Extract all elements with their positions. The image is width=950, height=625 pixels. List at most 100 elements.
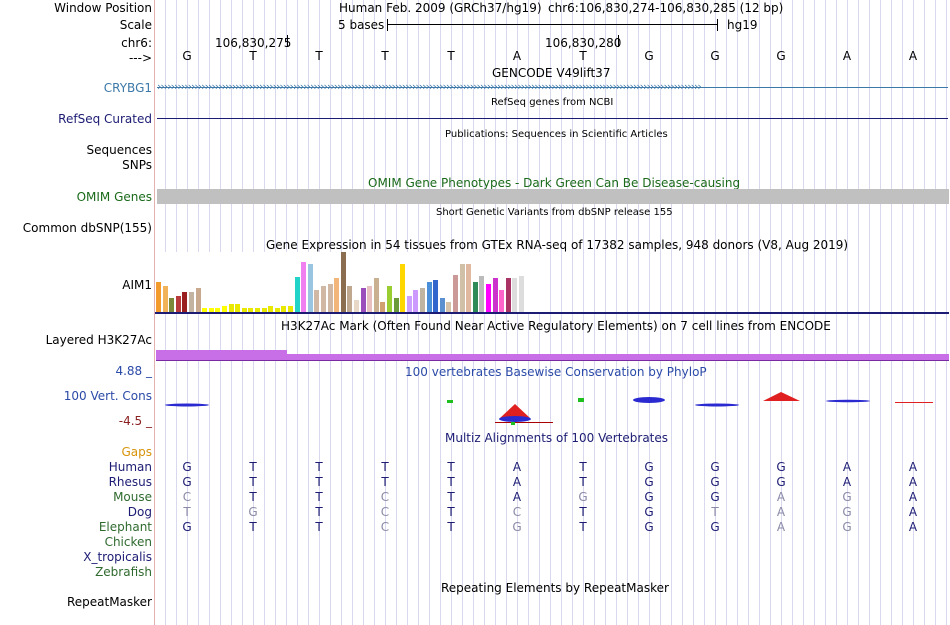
alignment-base: C xyxy=(182,490,192,504)
gtex-tissue-bar[interactable] xyxy=(321,286,326,312)
alignment-base: G xyxy=(644,505,654,519)
gtex-tissue-bar[interactable] xyxy=(208,308,214,312)
scale-bar xyxy=(387,24,718,25)
alignment-base: G xyxy=(842,520,852,534)
gtex-tissue-bar[interactable] xyxy=(393,298,399,312)
repeatmasker-label[interactable]: RepeatMasker xyxy=(66,595,152,609)
gtex-tissue-bar[interactable] xyxy=(268,306,274,312)
reference-base: G xyxy=(776,49,786,63)
omim-label[interactable]: OMIM Genes xyxy=(76,190,152,204)
species-label[interactable]: Rhesus xyxy=(108,475,152,489)
alignment-base: T xyxy=(381,460,389,474)
gtex-tissue-bar[interactable] xyxy=(472,282,478,312)
gtex-tissue-bar[interactable] xyxy=(413,290,419,312)
gtex-tissue-bar[interactable] xyxy=(222,306,227,312)
gtex-tissue-bar[interactable] xyxy=(195,288,201,312)
gtex-tissue-bar[interactable] xyxy=(261,308,267,312)
repeatmasker-track-title: Repeating Elements by RepeatMasker xyxy=(441,581,669,595)
species-label[interactable]: Chicken xyxy=(104,535,152,549)
gtex-tissue-bar[interactable] xyxy=(156,282,161,312)
gtex-tissue-bar[interactable] xyxy=(486,284,491,312)
gtex-tissue-bar[interactable] xyxy=(235,304,241,312)
gtex-tissue-bar[interactable] xyxy=(327,284,333,312)
gtex-tissue-bar[interactable] xyxy=(255,308,260,312)
species-label[interactable]: Dog xyxy=(127,505,152,519)
gtex-tissue-bar[interactable] xyxy=(175,296,181,312)
alignment-base: A xyxy=(776,505,786,519)
alignment-base: T xyxy=(447,520,455,534)
alignment-base: A xyxy=(512,490,522,504)
reference-base: T xyxy=(249,49,257,63)
gtex-tissue-bar[interactable] xyxy=(340,252,346,312)
gtex-tissue-bar[interactable] xyxy=(169,298,175,312)
gtex-tissue-bar[interactable] xyxy=(499,290,505,312)
gtex-tissue-bar[interactable] xyxy=(373,278,379,312)
species-label[interactable]: Elephant xyxy=(98,520,152,534)
coord-2: 106,830,280 xyxy=(545,36,622,50)
gtex-tissue-bar[interactable] xyxy=(248,308,254,312)
alignment-base: G xyxy=(182,475,192,489)
gtex-tissue-bar[interactable] xyxy=(512,278,518,312)
gtex-tissue-bar[interactable] xyxy=(281,306,287,312)
gtex-tissue-bar[interactable] xyxy=(202,308,208,312)
gtex-tissue-bar[interactable] xyxy=(334,278,340,312)
gtex-tissue-bar[interactable] xyxy=(189,292,194,312)
refseq-track-title: RefSeq genes from NCBI xyxy=(491,97,614,108)
reference-base: G xyxy=(710,49,720,63)
gtex-tissue-bar[interactable] xyxy=(433,280,439,312)
gtex-tissue-bar[interactable] xyxy=(241,308,247,312)
gtex-tissue-bar[interactable] xyxy=(314,290,320,312)
gtex-tissue-bar[interactable] xyxy=(519,276,524,312)
gtex-tissue-bar[interactable] xyxy=(459,264,465,312)
gtex-tissue-bar[interactable] xyxy=(387,286,392,312)
alignment-base: G xyxy=(842,505,852,519)
species-label[interactable]: Human xyxy=(108,460,152,474)
gencode-gene-label[interactable]: CRYBG1 xyxy=(103,81,152,95)
gtex-tissue-bar[interactable] xyxy=(453,275,458,312)
alignment-base: A xyxy=(908,490,918,504)
gtex-tissue-bar[interactable] xyxy=(274,308,280,312)
refseq-label[interactable]: RefSeq Curated xyxy=(58,112,152,126)
gtex-tissue-bar[interactable] xyxy=(439,298,445,312)
gtex-tissue-bar[interactable] xyxy=(294,277,300,312)
phylop-label[interactable]: 100 Vert. Cons xyxy=(63,389,152,403)
gtex-tissue-bar[interactable] xyxy=(505,278,511,312)
gtex-tissue-bar[interactable] xyxy=(228,304,234,312)
gtex-tissue-bar[interactable] xyxy=(354,300,359,312)
species-label[interactable]: Zebrafish xyxy=(95,565,152,579)
gtex-baseline xyxy=(155,312,949,314)
reference-base: T xyxy=(381,49,389,63)
omim-gene-bar[interactable] xyxy=(157,189,949,204)
species-label[interactable]: X_tropicalis xyxy=(83,550,152,564)
species-label[interactable]: Mouse xyxy=(113,490,152,504)
gtex-tissue-bar[interactable] xyxy=(446,302,452,312)
gtex-gene-label[interactable]: AIM1 xyxy=(122,278,152,292)
alignment-base: T xyxy=(183,505,191,519)
gtex-tissue-bar[interactable] xyxy=(406,296,412,312)
alignment-base: T xyxy=(447,505,455,519)
gtex-tissue-bar[interactable] xyxy=(492,278,498,312)
alignment-base: A xyxy=(512,460,522,474)
gtex-tissue-bar[interactable] xyxy=(420,288,425,312)
gtex-tissue-bar[interactable] xyxy=(466,264,472,312)
gtex-tissue-bar[interactable] xyxy=(162,286,168,312)
gtex-tissue-bar[interactable] xyxy=(360,288,366,312)
refseq-gene-line[interactable] xyxy=(157,118,948,119)
gtex-tissue-bar[interactable] xyxy=(367,286,373,312)
gtex-tissue-bar[interactable] xyxy=(307,264,313,312)
gtex-tissue-bar[interactable] xyxy=(380,302,386,312)
omim-track-title: OMIM Gene Phenotypes - Dark Green Can Be… xyxy=(368,176,741,190)
gtex-tissue-bar[interactable] xyxy=(182,292,188,312)
gtex-tissue-bar[interactable] xyxy=(288,306,293,312)
alignment-base: T xyxy=(447,475,455,489)
gtex-tissue-bar[interactable] xyxy=(479,276,485,312)
gtex-tissue-bar[interactable] xyxy=(426,282,432,312)
gtex-tissue-bar[interactable] xyxy=(301,262,307,312)
gencode-gene-line[interactable] xyxy=(157,87,948,88)
gtex-tissue-bar[interactable] xyxy=(215,308,221,312)
h3k27ac-label[interactable]: Layered H3K27Ac xyxy=(45,333,152,347)
gtex-tissue-bar[interactable] xyxy=(400,264,406,312)
alignment-base: C xyxy=(380,520,390,534)
alignment-base: T xyxy=(315,460,323,474)
gtex-tissue-bar[interactable] xyxy=(347,286,353,312)
